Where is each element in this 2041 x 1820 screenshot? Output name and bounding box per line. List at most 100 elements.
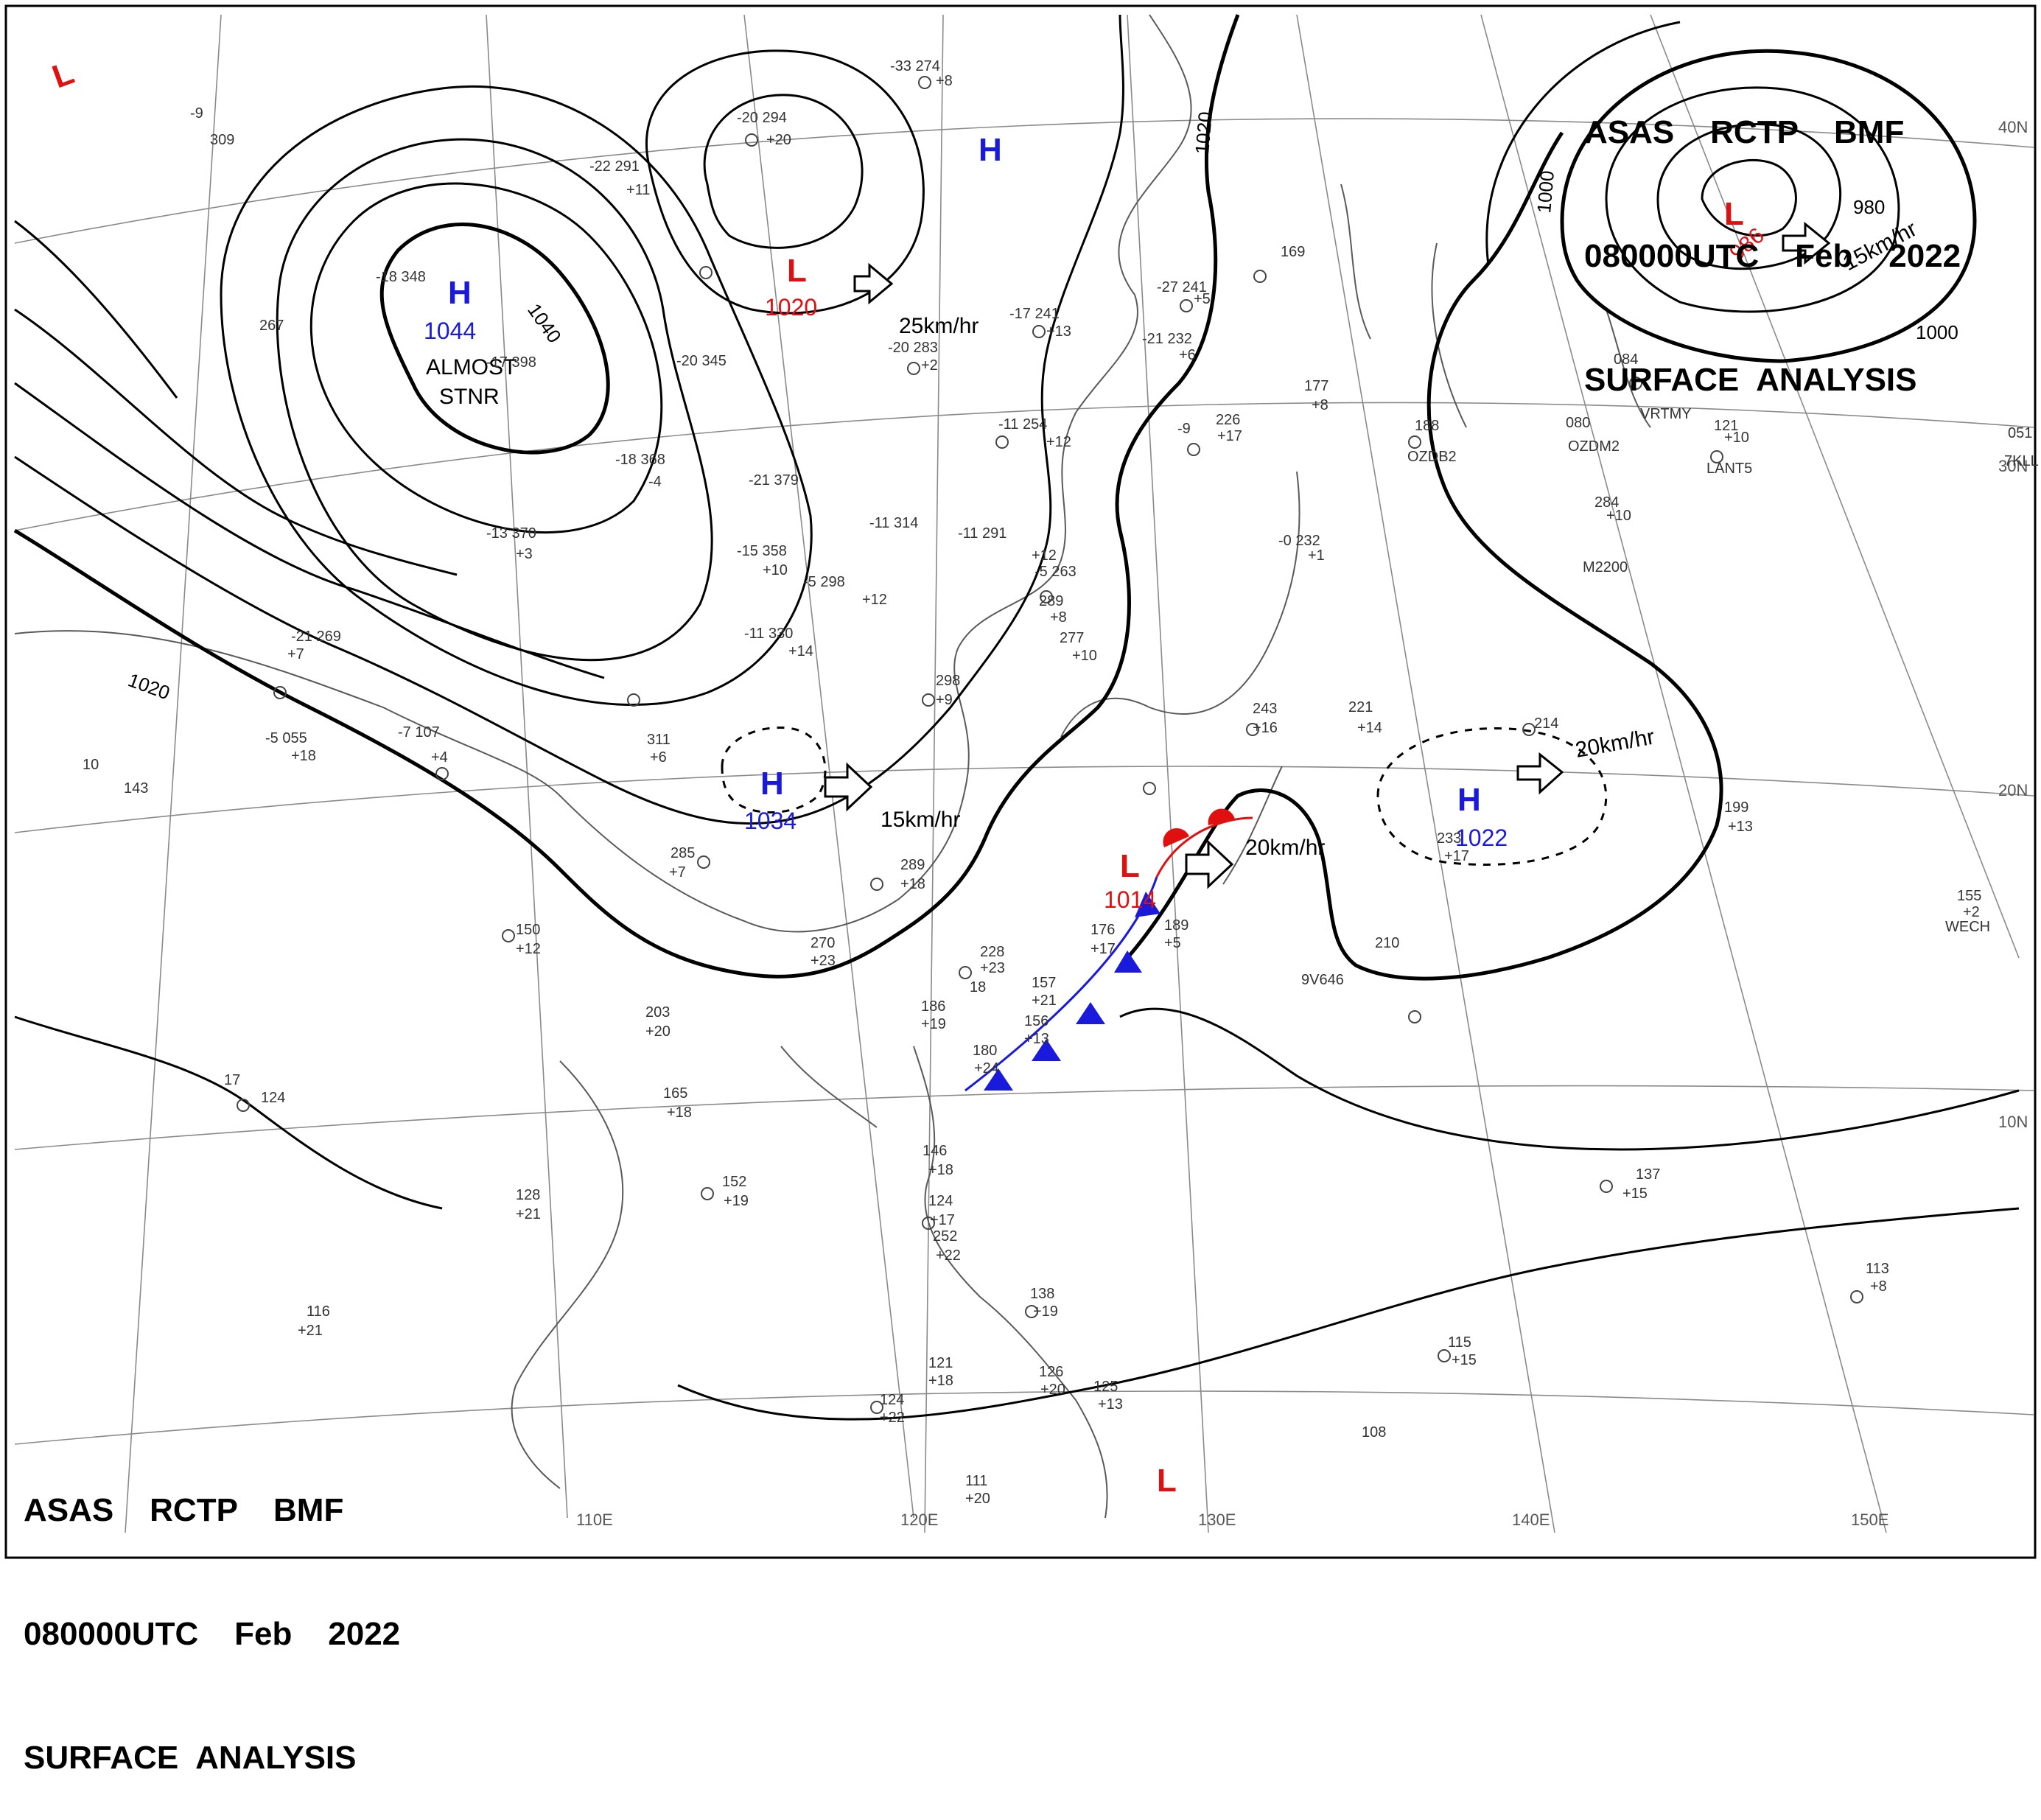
station-label: VRTMY [1640,406,1692,422]
station-label: 157 [1032,975,1056,991]
station-label: M2200 [1583,559,1628,575]
title-line-1: ASAS RCTP BMF [1584,114,1905,150]
station-label: +13 [1728,819,1753,835]
station-label: 203 [645,1004,670,1021]
station-label: +2 [921,357,938,374]
station-label: +19 [724,1193,749,1209]
station-label: 10 [83,757,99,773]
station-label: +7 [287,646,304,662]
cold-front-barb [1032,1039,1061,1061]
station-label: +14 [1357,720,1382,736]
station-label: 188 [1415,418,1439,434]
high-symbol: H [1457,782,1481,818]
lat-label-20N: 20N [1998,781,2028,799]
high-symbol: H [979,132,1002,168]
station-label: 152 [722,1174,746,1190]
station-label: 121 [1714,418,1738,434]
station-label: 146 [923,1143,947,1159]
station-label: +17 [1217,428,1242,444]
station-label: -5 298 [803,574,845,590]
lon-label-120E: 120E [900,1511,938,1529]
title-line-3: SURFACE ANALYSIS [1584,362,1917,398]
warm-front-bump [1163,827,1189,847]
chart-title-top: ASAS RCTP BMF 080000UTC Feb 2022 SURFACE… [1584,29,1961,442]
lat-label-10N: 10N [1998,1113,2028,1131]
station-label: +8 [1312,397,1328,413]
high-symbol: H [448,275,472,311]
station-label: 226 [1216,412,1240,428]
station-label: 186 [921,998,945,1015]
station-label: +10 [1072,648,1097,664]
station-label: 121 [928,1355,953,1371]
station-label: +18 [928,1373,953,1389]
motion-speed: 15km/hr [881,808,960,832]
station-label: +23 [811,953,836,969]
high-note: ALMOST [426,355,517,379]
station-label: 115 [1448,1334,1471,1351]
station-label: +20 [645,1023,671,1040]
station-label: 155 [1957,888,1981,904]
station-label: +18 [291,748,316,764]
low-symbol: L [1157,1463,1177,1499]
station-label: +12 [1046,434,1071,450]
cold-front-barb [1135,892,1160,917]
station-label: -9 [190,105,203,122]
station-label: +18 [928,1162,953,1178]
lat-label-30N: 30N [1998,457,2028,475]
station-label: +12 [862,592,887,608]
station-label: 228 [980,944,1004,960]
station-label: +8 [1870,1278,1887,1295]
station-label: +4 [431,749,448,766]
station-label: OZDM2 [1568,438,1620,455]
station-label: +13 [1046,323,1071,340]
station-label: 176 [1090,922,1115,938]
station-label: 9V646 [1301,972,1344,988]
motion-arrow [1782,221,1831,265]
station-label: 233 [1437,830,1461,847]
station-label: 116 [307,1303,330,1320]
station-label: 214 [1534,715,1558,732]
station-label: +24 [974,1060,999,1077]
station-label: WECH [1945,919,1990,935]
station-label: +22 [880,1410,905,1426]
station-label: 277 [1060,630,1084,646]
cold-front-barb [1076,1002,1105,1024]
station-label: 311 [647,732,671,748]
station-label: +7 [669,864,686,881]
station-label: -13 370 [486,525,536,542]
station-label: +10 [1606,508,1631,524]
station-label: 138 [1030,1286,1054,1302]
motion-arrow [824,762,873,812]
station-label: -7 107 [398,724,440,741]
station-label: 17 [224,1072,240,1088]
station-label: 156 [1024,1013,1048,1029]
station-label: 199 [1724,799,1748,816]
station-label: 128 [516,1187,540,1203]
station-label: +3 [516,546,533,562]
low-value-1014: 1014 [1104,886,1156,913]
station-label: -20 294 [737,110,787,126]
station-label: -5 055 [265,730,307,746]
station-label: +18 [900,876,925,892]
station-label: +5 [1194,291,1211,307]
low-symbol: L [787,253,807,289]
station-label: 7KLL [2004,453,2039,469]
low-symbol: L [1724,196,1744,232]
isobar-label-1000-east: 1000 [1916,321,1958,343]
station-label: -21 379 [749,472,799,489]
station-text: -33 274 +8 -9 309 -22 291 +11 -20 294 +2… [83,58,2039,1507]
station-label: -4 [648,474,662,490]
station-label: 177 [1304,378,1328,394]
station-plots [237,76,1863,1414]
title-line-3: SURFACE ANALYSIS [24,1740,357,1776]
station-label: -11 254 [998,416,1047,433]
station-label: +5 [1164,935,1181,951]
station-label: +17 [1090,941,1116,957]
station-label: -11 314 [869,515,918,531]
station-label: 137 [1636,1166,1660,1183]
station-label: 189 [1164,917,1188,934]
station-label: -18 348 [376,269,426,285]
station-label: +12 [1032,547,1057,564]
motion-arrow [1185,839,1234,889]
station-label: +21 [1032,993,1057,1009]
